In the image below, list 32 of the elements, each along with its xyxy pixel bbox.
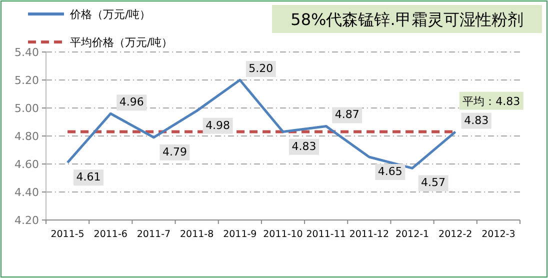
legend-label: 平均价格（万元/吨）: [70, 36, 173, 49]
data-label: 4.87: [334, 108, 360, 122]
x-tick-label: 2012-2: [438, 229, 472, 240]
y-tick-label: 4.80: [14, 130, 39, 143]
y-tick-label: 5.20: [14, 74, 39, 87]
x-tick-label: 2012-3: [482, 229, 516, 240]
legend-label: 价格（万元/吨）: [69, 8, 151, 21]
y-tick-label: 5.00: [14, 102, 39, 115]
data-label: 4.57: [421, 176, 446, 190]
y-tick-label: 4.40: [14, 186, 39, 199]
x-tick-label: 2011-5: [50, 229, 84, 240]
data-label: 4.65: [378, 165, 402, 178]
data-label: 4.79: [162, 145, 187, 158]
chart-title: 58%代森锰锌.甲霜灵可湿性粉剂: [290, 10, 524, 29]
data-label: 4.61: [76, 170, 101, 184]
data-label: 4.96: [119, 96, 144, 109]
x-tick-label: 2011-12: [349, 229, 390, 240]
x-tick-label: 2011-8: [180, 229, 214, 240]
x-tick-label: 2011-6: [94, 229, 128, 240]
data-label: 5.20: [248, 62, 274, 75]
x-tick-label: 2012-1: [395, 229, 430, 240]
data-label: 4.83: [464, 114, 489, 127]
y-tick-label: 4.60: [14, 158, 39, 171]
x-tick-label: 2011-7: [136, 229, 171, 240]
x-tick-label: 2011-9: [223, 229, 257, 240]
y-tick-label: 4.20: [14, 214, 39, 227]
data-label: 4.83: [292, 140, 316, 153]
x-tick-label: 2011-11: [306, 229, 346, 240]
data-label: 4.98: [206, 118, 230, 132]
x-tick-label: 2011-10: [263, 229, 303, 240]
annotation: 平均：4.83: [462, 94, 520, 108]
y-tick-label: 5.40: [14, 46, 39, 59]
